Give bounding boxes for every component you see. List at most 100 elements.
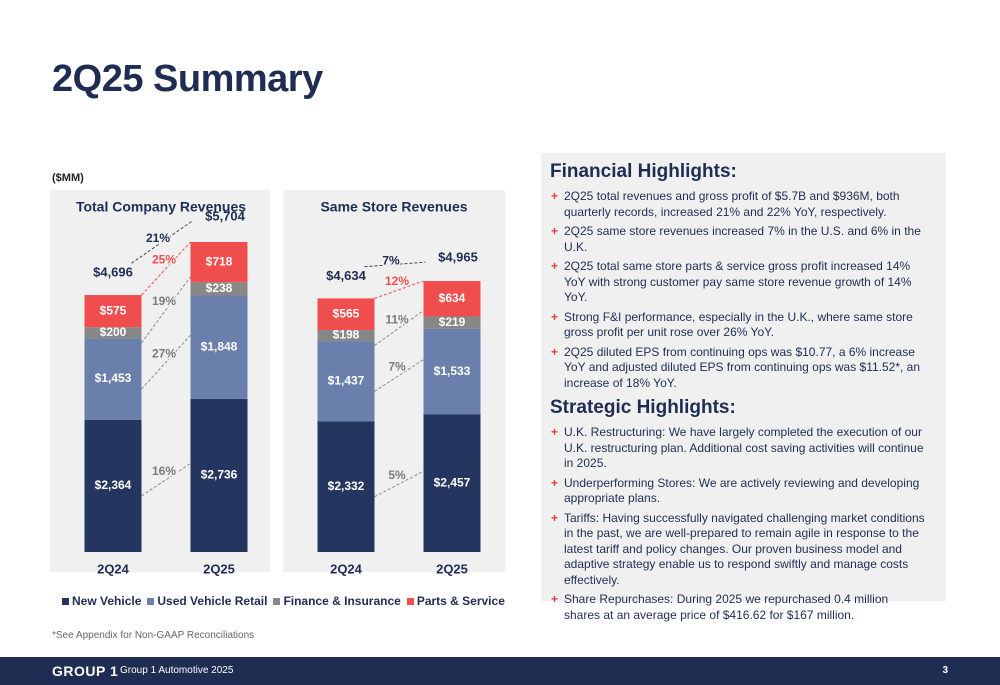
legend-swatch (406, 597, 414, 605)
chart-title: Same Store Revenues (320, 199, 467, 215)
bullet-marker: + (551, 224, 559, 238)
bar-segment (84, 338, 142, 420)
bullet-marker: + (551, 592, 559, 606)
legend-item: Finance & Insurance (273, 594, 401, 608)
growth-label: 19% (152, 294, 176, 308)
growth-connector (374, 470, 424, 498)
highlights-panel: Financial Highlights: +2Q25 total revenue… (541, 153, 946, 622)
bullet: +2Q25 diluted EPS from continuing ops wa… (550, 345, 926, 392)
legend-item: Used Vehicle Retail (147, 594, 267, 608)
bar-segment (190, 295, 248, 399)
legend-swatch (147, 597, 155, 605)
value-label: $219 (439, 315, 466, 329)
x-tick-label: 2Q24 (97, 561, 130, 576)
x-tick-label: 2Q25 (436, 561, 468, 576)
bullet: + Share Repurchases: During 2025 we repur… (550, 592, 926, 623)
growth-label: 11% (385, 312, 409, 326)
legend-label: Finance & Insurance (283, 594, 401, 608)
value-label: $2,736 (201, 468, 238, 482)
value-label: $198 (333, 328, 360, 342)
bullet-text: 2Q25 total same store parts & service gr… (564, 259, 912, 304)
unit-label: ($MM) (52, 172, 84, 184)
legend-label: Parts & Service (416, 594, 505, 608)
bullet: +2Q25 same store revenues increased 7% i… (550, 224, 926, 255)
bar-segment (84, 295, 142, 328)
growth-connector (364, 261, 426, 268)
legend: New Vehicle Used Vehicle Retail Finance & … (62, 594, 505, 608)
bar-segment (317, 330, 375, 342)
bar-segment (317, 421, 375, 552)
footer: GROUP 1 Group 1 Automotive 2025 3 (0, 657, 1000, 685)
bar-segment (423, 414, 481, 552)
value-label: $200 (100, 325, 127, 339)
chart-title: Total Company Revenues (76, 199, 246, 215)
growth-label: 12% (385, 274, 409, 288)
bullet-marker: + (551, 344, 559, 359)
legend-label: New Vehicle (72, 594, 142, 608)
bullet-marker: + (551, 510, 559, 525)
bullet-marker: + (551, 309, 559, 324)
legend-swatch (62, 597, 69, 605)
bar-segment (190, 242, 248, 283)
bar-segment (423, 281, 481, 317)
charts: Total Company Revenues 2Q24 $2,364 $1,453 $2… (50, 190, 505, 576)
value-label: $2,332 (328, 479, 365, 493)
bullet-text: 2Q25 same store revenues increased 7% in… (564, 224, 921, 254)
growth-label: 21% (146, 231, 170, 245)
bullet-marker: + (551, 475, 559, 490)
bullet-text: Underperforming Stores: We are actively … (564, 475, 920, 506)
bullet-text: U.K. Restructuring: We have largely comp… (564, 425, 924, 470)
x-tick-label: 2Q24 (330, 561, 363, 576)
legend-item: Parts & Service (406, 594, 505, 608)
value-label: $2,457 (434, 475, 471, 489)
logo: GROUP 1 (52, 663, 119, 679)
bar-segment (317, 298, 375, 331)
bullet: + U.K. Restructuring: We have largely com… (550, 425, 926, 472)
bar-segment (84, 327, 142, 339)
bullet-text: Share Repurchases: During 2025 we repurc… (564, 592, 889, 622)
bullet: + Tariffs: Having successfully navigated … (550, 511, 926, 589)
bullet-marker: + (551, 425, 559, 439)
growth-label: 25% (152, 253, 176, 267)
value-label: $1,848 (201, 339, 238, 353)
total-label: $5,704 (205, 208, 246, 223)
total-label: $4,965 (438, 250, 478, 265)
value-label: $1,437 (328, 373, 365, 387)
slide-title: 2Q25 Summary (52, 58, 323, 100)
value-label: $1,533 (434, 364, 471, 378)
bullet: +2Q25 total same store parts & service g… (550, 259, 926, 306)
growth-connector (131, 220, 193, 264)
section-heading: Financial Highlights: (550, 161, 737, 182)
bar-segment (190, 282, 248, 296)
bar-segment (423, 328, 481, 415)
growth-label: 5% (388, 468, 406, 482)
bar-segment (423, 316, 481, 329)
x-tick-label: 2Q25 (203, 561, 235, 576)
bar-segment (190, 398, 248, 552)
footnote: *See Appendix for Non-GAAP Reconciliatio… (52, 630, 255, 641)
growth-connector (374, 280, 424, 299)
bullet: + Strong F&I performance, especially in t… (550, 310, 926, 341)
growth-label: 7% (382, 254, 400, 268)
value-label: $565 (333, 306, 360, 320)
bullet-text: 2Q25 total revenues and gross profit of … (564, 189, 900, 219)
growth-connector (374, 310, 424, 346)
legend-item: New Vehicle (62, 594, 141, 608)
bullet-text: 2Q25 diluted EPS from continuing ops was… (564, 344, 921, 390)
growth-connector (141, 276, 191, 344)
bullet-marker: + (551, 259, 559, 273)
section-heading: Strategic Highlights: (550, 397, 736, 418)
total-label: $4,634 (326, 268, 367, 283)
bar-segment (317, 341, 375, 422)
growth-label: 27% (152, 346, 176, 360)
total-label: $4,696 (93, 265, 133, 280)
legend-label: Used Vehicle Retail (157, 594, 268, 608)
value-label: $634 (439, 291, 466, 305)
bullet-text: Tariffs: Having successfully navigated c… (564, 510, 925, 587)
growth-connector (141, 241, 191, 296)
growth-label: 16% (152, 464, 176, 478)
value-label: $575 (100, 303, 127, 317)
bullet-text: Strong F&I performance, especially in th… (564, 309, 913, 340)
growth-label: 7% (388, 360, 406, 374)
